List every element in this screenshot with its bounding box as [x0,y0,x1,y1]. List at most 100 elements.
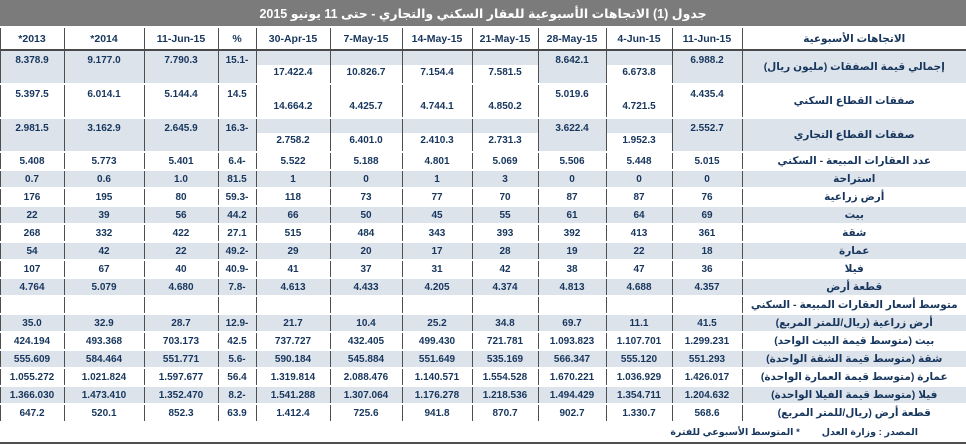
table-cell: 41.5 [671,314,742,332]
table-cell [605,296,672,314]
table-cell: 5.144.4 [143,84,218,118]
table-cell: 1.319.814 [255,368,330,386]
table-cell: 4.433 [329,278,402,296]
table-cell: 0 [329,170,402,188]
table-cell: 551.293 [671,350,742,368]
table-cell: 61 [537,206,606,224]
table-cell: 2.552.7 [671,118,742,152]
table-cell: 5.188 [329,152,402,170]
table-cell: 721.781 [471,332,538,350]
table-row: إجمالي قيمة الصفقات (مليون ريال) 6.988.2 6… [0,50,966,84]
table-cell: 6.4- [217,152,256,170]
table-cell: 493.368 [63,332,144,350]
table-cell: 1.352.470 [143,386,218,404]
table-cell: 5.019.6 [537,84,606,118]
table-cell: 80 [143,188,218,206]
table-cell: 4.357 [671,278,742,296]
table-cell: 22 [143,242,218,260]
table-cell: 1.330.7 [605,404,672,422]
table-cell: 422 [143,224,218,242]
table-cell [217,296,256,314]
table-cell: 4.850.2 [471,84,538,118]
table-cell: 551.649 [401,350,472,368]
table-cell: 3 [471,170,538,188]
table-cell: 22 [0,206,64,224]
table-cell: 1 [255,170,330,188]
table-cell: 16.3- [217,118,256,152]
table-cell: 22 [605,242,672,260]
column-header-3: 21-May-15 [471,28,538,51]
column-header-9: *2014 [63,28,144,51]
table-cell: 87 [537,188,606,206]
row-label: عمارة [741,242,966,260]
table-cell: 515 [255,224,330,242]
table-cell: 20 [329,242,402,260]
table-cell: 5.069 [471,152,538,170]
table-cell: 3.162.9 [63,118,144,152]
table-cell: 25.2 [401,314,472,332]
table-cell [537,296,606,314]
column-header-5: 7-May-15 [329,28,402,51]
column-header-1: 4-Jun-15 [605,28,672,51]
table-cell: 1.036.929 [605,368,672,386]
table-cell: 63.9 [217,404,256,422]
section-header-row: متوسط أسعار العقارات المبيعة - السكني [0,296,966,314]
table-cell: 941.8 [401,404,472,422]
table-cell: 1.494.429 [537,386,606,404]
column-header-6: 30-Apr-15 [255,28,330,51]
table-cell: 42.5 [217,332,256,350]
row-label: أرض زراعية [741,188,966,206]
table-cell: 66 [255,206,330,224]
row-label: أرض زراعية (ريال/للمتر المربع) [741,314,966,332]
divider [0,26,966,28]
table-cell: 42 [63,242,144,260]
table-cell: 4.374 [471,278,538,296]
table-cell: 4.435.4 [671,84,742,118]
table-cell: 5.397.5 [0,84,64,118]
table-cell: 1.952.3 [605,118,672,152]
table-cell: 195 [63,188,144,206]
table-cell: 902.7 [537,404,606,422]
table-cell: 44.2 [217,206,256,224]
table-cell: 49.2- [217,242,256,260]
table-cell: 1.021.824 [63,368,144,386]
table-cell: 31 [401,260,472,278]
table-cell: 5.015 [671,152,742,170]
table-cell: 7.790.3 [143,50,218,84]
row-label: بيت (متوسط قيمة البيت الواحد) [741,332,966,350]
row-label: إجمالي قيمة الصفقات (مليون ريال) [741,50,966,84]
table-cell: 432.405 [329,332,402,350]
table-cell: 8.642.1 [537,50,606,84]
table-cell: 870.7 [471,404,538,422]
table-cell: 4.613 [255,278,330,296]
row-label: متوسط أسعار العقارات المبيعة - السكني [741,296,966,314]
table-cell: 535.169 [471,350,538,368]
table-cell: 176 [0,188,64,206]
table-cell: 40 [143,260,218,278]
row-label: شقة (متوسط قيمة الشقة الواحدة) [741,350,966,368]
table-cell: 19 [537,242,606,260]
table-cell: 737.727 [255,332,330,350]
table-cell [0,296,64,314]
row-label: عدد العقارات المبيعة - السكني [741,152,966,170]
table-cell: 1.055.272 [0,368,64,386]
table-cell: 1.307.064 [329,386,402,404]
table-cell: 1.354.711 [605,386,672,404]
table-body: إجمالي قيمة الصفقات (مليون ريال) 6.988.2 6… [0,50,966,422]
table-row: شقة 361 413 392 393 343 484 515 27.1 422 332 268 [0,224,966,242]
table-row: أرض زراعية 76 87 87 70 77 73 118 59.3- 80 195 176 [0,188,966,206]
table-cell: 555.120 [605,350,672,368]
table-cell: 29 [255,242,330,260]
table-cell: 76 [671,188,742,206]
table-cell: 555.609 [0,350,64,368]
table-cell: 1.670.221 [537,368,606,386]
table-cell: 343 [401,224,472,242]
table-cell: 4.801 [401,152,472,170]
table-cell: 21.7 [255,314,330,332]
table-cell: 56.4 [217,368,256,386]
table-cell: 4.721.5 [605,84,672,118]
table-cell: 1.366.030 [0,386,64,404]
table-cell: 7.581.5 [471,50,538,84]
table-cell [471,296,538,314]
table-cell [329,296,402,314]
